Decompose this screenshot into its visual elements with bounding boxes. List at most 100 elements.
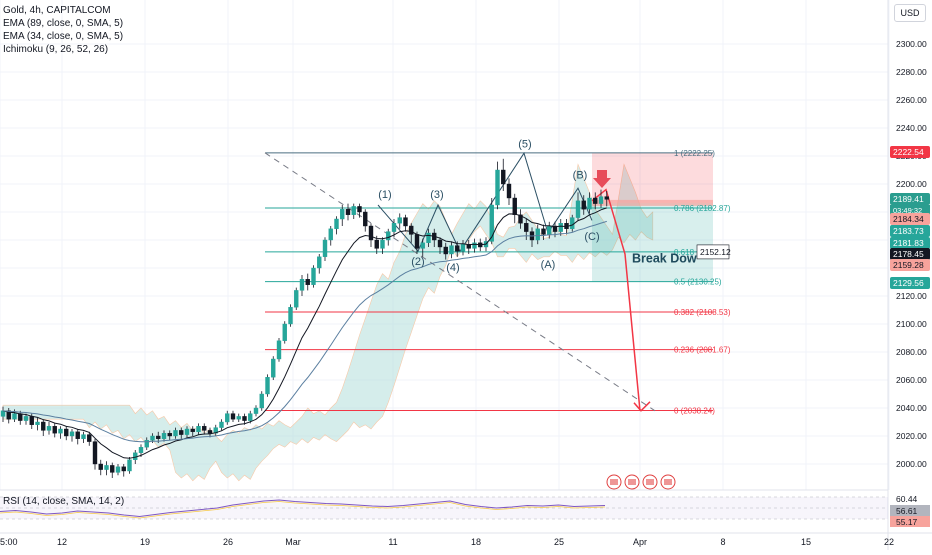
price-tick-label: 2260.00: [896, 95, 927, 105]
candle-up: [225, 413, 230, 423]
candle-down: [518, 214, 523, 224]
candle-up: [495, 169, 500, 206]
wave-labels: (1) (2) (3) (4) (5) (A) (B) (C): [378, 139, 599, 274]
cloud-area: [2, 163, 654, 482]
price-label-tag: [890, 146, 930, 158]
price-label-tag: [890, 225, 930, 237]
candle-up: [127, 459, 132, 472]
wave-label: (3): [430, 189, 443, 201]
candle-down: [455, 245, 460, 252]
countdown-tag: [890, 205, 930, 215]
wave-label: (5): [518, 139, 531, 151]
candle-up: [426, 232, 431, 244]
candle-down: [230, 413, 236, 420]
candle-up: [391, 222, 397, 232]
candle-up: [558, 222, 563, 232]
currency-button[interactable]: USD: [894, 4, 926, 22]
event-icons: [606, 474, 676, 490]
time-axis: 5:00 12 19 26 Mar 11 18 25 Apr 8 15 22: [0, 532, 932, 547]
fib-level-label: 0.618: [674, 248, 695, 257]
time-tick-label: Apr: [633, 537, 647, 547]
candle-up: [535, 228, 540, 241]
candle-up: [311, 267, 316, 285]
time-tick-label: 18: [471, 537, 481, 547]
candle-up: [351, 206, 356, 215]
candle-down: [501, 169, 506, 185]
price-tick-label: 2240.00: [896, 123, 927, 133]
candle-up: [69, 431, 75, 437]
candle-up: [340, 208, 345, 220]
legend-ema-34[interactable]: EMA (34, close, 0, SMA, 5): [3, 31, 124, 42]
ema-89-line: [2, 220, 607, 443]
candle-down: [18, 413, 23, 421]
break-down-label: Break Dow: [632, 251, 697, 265]
legend-ema-89[interactable]: EMA (89, close, 0, SMA, 5): [3, 18, 124, 29]
candle-up: [472, 242, 477, 249]
candle-up: [236, 416, 241, 420]
take-profit-zone: [592, 202, 713, 282]
candle-down: [409, 225, 414, 235]
candle-up: [322, 239, 328, 257]
candle-down: [374, 239, 379, 249]
event-flag-fill: [610, 479, 618, 485]
rsi-tick-label: 55.17: [896, 517, 918, 527]
price-tick-label: 2120.00: [896, 291, 927, 301]
candle-down: [506, 183, 512, 199]
candle-down: [305, 279, 310, 286]
candle-down: [207, 430, 213, 434]
candle-down: [98, 463, 103, 470]
price-tick-label: 2060.00: [896, 375, 927, 385]
price-tick-label: 2200.00: [896, 179, 927, 189]
candle-up: [115, 466, 121, 473]
candle-down: [512, 197, 517, 215]
candle-up: [288, 307, 293, 325]
price-label-text: 2181.83: [893, 238, 924, 248]
time-tick-label: 19: [140, 537, 150, 547]
candle-up: [46, 426, 52, 431]
candle-down: [345, 208, 351, 215]
price-label-tag: [890, 248, 930, 260]
legend-symbol[interactable]: Gold, 4h, CAPITALCOM: [3, 5, 111, 16]
price-axis: 2000.00 2020.00 2040.00 2060.00 2080.00 2100.…: [887, 0, 930, 550]
candle-up: [334, 218, 339, 230]
time-tick-label: 15: [801, 537, 811, 547]
price-tick-label: 2280.00: [896, 67, 927, 77]
dashed-trendline: [264, 152, 656, 412]
candle-up: [219, 421, 224, 428]
candle-down: [604, 196, 609, 200]
candle-up: [328, 228, 333, 241]
candle-up: [253, 407, 259, 414]
candle-down: [156, 435, 161, 439]
candle-up: [184, 428, 190, 435]
price-label-tag: [890, 193, 930, 205]
projection-arrow: [591, 188, 641, 411]
price-tick-label: 2000.00: [896, 459, 927, 469]
legend-ichimoku[interactable]: Ichimoku (9, 26, 52, 26): [3, 44, 109, 55]
candle-up: [397, 217, 402, 224]
candle-down: [443, 246, 448, 255]
wave-label: (4): [446, 262, 459, 274]
candle-down: [167, 433, 172, 437]
price-label-text: 2184.34: [893, 214, 924, 224]
candle-down: [110, 465, 115, 473]
wave-label: (1): [378, 189, 391, 201]
candle-down: [92, 441, 98, 465]
rsi-tag: [890, 505, 930, 516]
time-tick-label: 25: [554, 537, 564, 547]
candle-down: [403, 217, 408, 227]
candle-up: [598, 196, 604, 204]
candle-up: [575, 200, 581, 218]
fibonacci-levels: 1 (2222.25) 0.786 (2182.87) 0.618 0.5 (2130…: [265, 149, 731, 415]
time-tick-label: 8: [720, 537, 725, 547]
candle-up: [23, 416, 29, 421]
candle-up: [35, 421, 40, 425]
price-label-tag: [890, 237, 930, 249]
down-arrow-icon: [593, 170, 611, 188]
time-tick-label: 12: [57, 537, 67, 547]
candle-down: [52, 426, 57, 434]
price-label-tag: [890, 277, 930, 289]
candle-up: [420, 242, 425, 249]
rsi-legend[interactable]: RSI (14, close, SMA, 14, 2): [3, 496, 125, 507]
